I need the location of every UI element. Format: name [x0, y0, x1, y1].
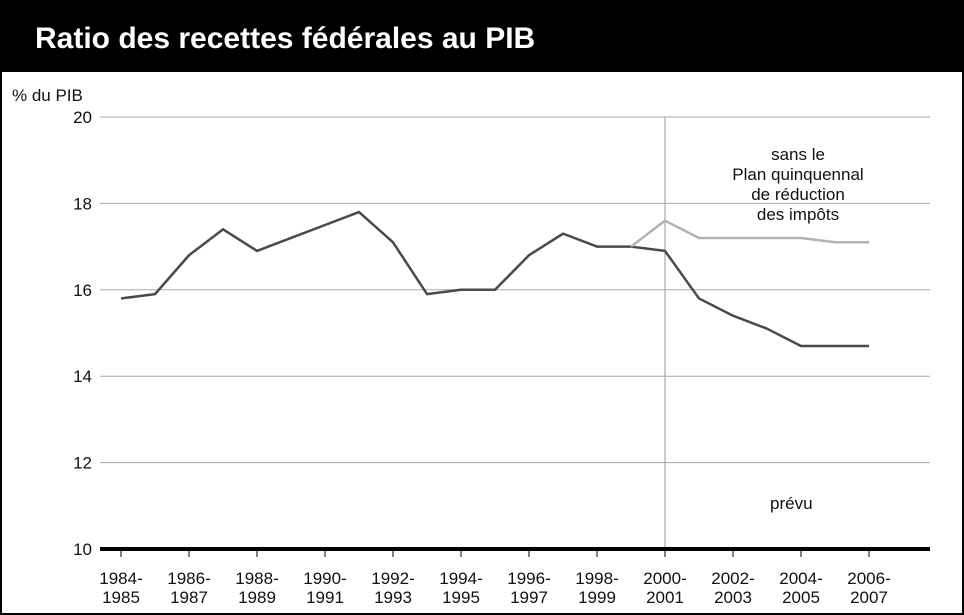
series-line: [630, 219, 869, 248]
x-tick-label: 2002-2003: [711, 569, 754, 607]
x-tick-label: 1992-1993: [371, 569, 414, 607]
y-tick-label: 12: [73, 454, 92, 473]
x-tick-label: 1986-1987: [167, 569, 210, 607]
series-line: [120, 210, 869, 348]
x-tick-label: 1990-1991: [303, 569, 346, 607]
y-tick-label: 10: [73, 540, 92, 559]
x-tick-label: 1998-1999: [575, 569, 618, 607]
x-tick-label: 1988-1989: [235, 569, 278, 607]
y-tick-label: 18: [73, 194, 92, 213]
y-tick-label: 16: [73, 281, 92, 300]
y-tick-label: 14: [73, 367, 92, 386]
x-tick-label: 1984-1985: [99, 569, 142, 607]
x-tick-label: 2006-2007: [847, 569, 890, 607]
annotation: prévu: [770, 494, 813, 513]
x-tick-label: 2004-2005: [779, 569, 822, 607]
legend-label: sans le Plan quinquennal de réduction des i…: [732, 145, 863, 224]
y-tick-label: 20: [73, 108, 92, 127]
x-tick-label: 1996-1997: [507, 569, 550, 607]
x-tick-label: 1994-1995: [439, 569, 482, 607]
y-axis-label: % du PIB: [12, 86, 83, 105]
x-tick-label: 2000-2001: [643, 569, 686, 607]
chart-title: Ratio des recettes fédérales au PIB: [35, 22, 535, 55]
header-bar: [0, 0, 964, 72]
